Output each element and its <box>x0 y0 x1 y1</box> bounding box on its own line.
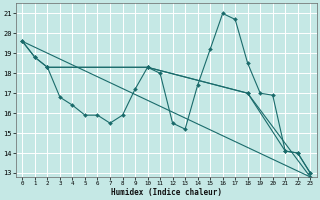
X-axis label: Humidex (Indice chaleur): Humidex (Indice chaleur) <box>111 188 222 197</box>
